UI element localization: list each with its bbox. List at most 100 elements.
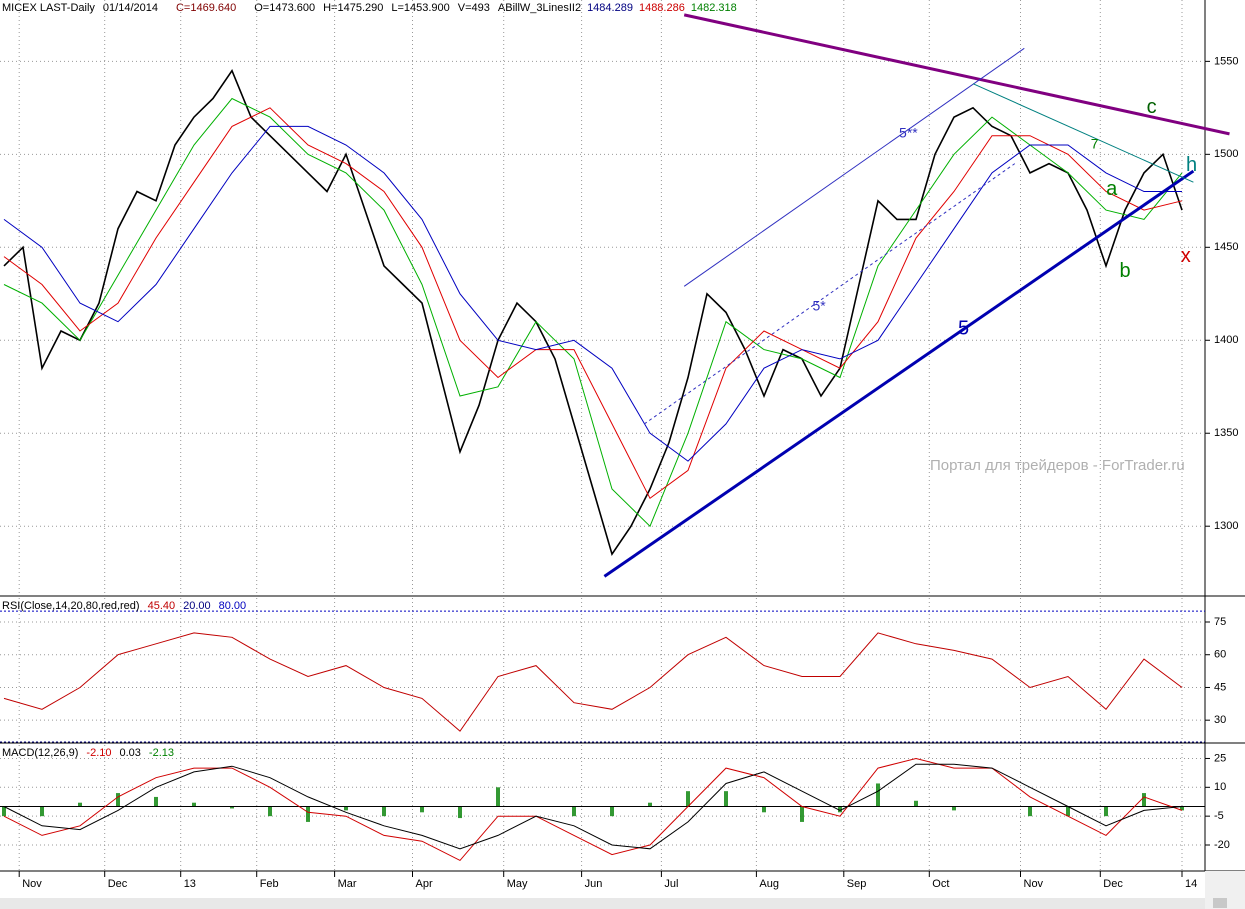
histogram-bar [800, 806, 804, 822]
series-line [3, 125, 1182, 462]
histogram-bar [154, 796, 158, 807]
annotation: c [1147, 96, 1157, 118]
histogram-bar [382, 806, 386, 817]
header-text: 20.00 [183, 600, 211, 612]
annotation: x [1181, 245, 1191, 267]
histogram-bar [914, 800, 918, 807]
histogram-bar [496, 787, 500, 807]
watermark: Портал для трейдеров - ForTrader.ru [930, 457, 1185, 474]
histogram-bar [420, 806, 424, 813]
header-text: H=1475.290 [323, 2, 383, 14]
histogram-bar [1066, 806, 1070, 817]
header-text: L=1453.900 [391, 2, 449, 14]
header-text: RSI(Close,14,20,80,red,red) [2, 600, 140, 612]
header-text: -2.10 [86, 747, 111, 759]
series-line [3, 763, 1183, 850]
series-line [3, 97, 1183, 528]
x-tick-label: Nov [1024, 878, 1044, 890]
histogram-bar [572, 806, 576, 817]
series-line [3, 757, 1183, 862]
header-text: 1482.318 [691, 2, 737, 14]
histogram-bar [1180, 806, 1184, 811]
x-tick-label: Oct [932, 878, 949, 890]
histogram-bar [116, 793, 120, 807]
histogram-bar [458, 806, 462, 819]
header-text: C=1469.640 [176, 2, 236, 14]
histogram-bar [268, 806, 272, 817]
x-tick-label: Nov [22, 878, 42, 890]
x-tick-label: Aug [759, 878, 779, 890]
x-tick-label: May [507, 878, 528, 890]
header-text: O=1473.600 [254, 2, 315, 14]
y-tick-label: 75 [1214, 616, 1226, 628]
x-tick-label: Apr [416, 878, 433, 890]
x-tick-label: Jun [585, 878, 603, 890]
annotation: b [1119, 260, 1130, 282]
y-tick-label: 1550 [1214, 55, 1238, 67]
histogram-bar [1028, 806, 1032, 817]
x-tick-label: 13 [184, 878, 196, 890]
histogram-bar [876, 783, 880, 807]
header-text: 45.40 [148, 600, 176, 612]
y-tick-label: 1500 [1214, 148, 1238, 160]
histogram-bar [686, 791, 690, 807]
histogram-bar [762, 806, 766, 813]
trend-line [683, 13, 1230, 136]
annotation: 7 [1091, 136, 1099, 152]
trend-line [972, 83, 1194, 183]
y-tick-label: 25 [1214, 752, 1226, 764]
header-text: 01/14/2014 [103, 2, 158, 14]
annotation: 5* [812, 298, 826, 314]
header-text: -2.13 [149, 747, 174, 759]
series-line [3, 69, 1183, 556]
header-text: V=493 [458, 2, 490, 14]
annotation: h [1186, 154, 1197, 176]
scrollbar[interactable] [0, 898, 1205, 909]
header-text: 80.00 [219, 600, 247, 612]
histogram-bar [78, 802, 82, 807]
x-tick-label: Dec [1103, 878, 1123, 890]
y-tick-label: 30 [1214, 714, 1226, 726]
y-tick-label: 1400 [1214, 334, 1238, 346]
header-text: 1488.286 [639, 2, 685, 14]
histogram-bar [2, 806, 6, 817]
scroll-button[interactable] [1213, 898, 1227, 908]
histogram-bar [306, 806, 310, 822]
header-text: ABillW_3LinesII2 [498, 2, 581, 14]
histogram-bar [952, 806, 956, 811]
trend-line [683, 47, 1025, 287]
y-tick-label: 10 [1214, 781, 1226, 793]
x-tick-label: 14 [1185, 878, 1197, 890]
annotation: 5 [958, 317, 969, 339]
x-tick-label: Mar [338, 878, 357, 890]
histogram-bar [838, 806, 842, 813]
y-tick-label: 1300 [1214, 520, 1238, 532]
y-tick-label: -20 [1214, 839, 1230, 851]
x-tick-label: Jul [664, 878, 678, 890]
annotation: a [1106, 178, 1118, 200]
histogram-bar [1142, 793, 1146, 807]
header-text: MICEX LAST-Daily [2, 2, 95, 14]
series-line [3, 632, 1183, 732]
y-tick-label: 60 [1214, 649, 1226, 661]
histogram-bar [1104, 806, 1108, 817]
trend-line [603, 169, 1195, 578]
x-tick-label: Feb [260, 878, 279, 890]
y-tick-label: -5 [1214, 810, 1224, 822]
histogram-bar [192, 802, 196, 807]
y-tick-label: 45 [1214, 681, 1226, 693]
y-tick-label: 1350 [1214, 427, 1238, 439]
header-text: 0.03 [120, 747, 141, 759]
header-text: 1484.289 [587, 2, 633, 14]
x-tick-label: Sep [847, 878, 867, 890]
header-text: MACD(12,26,9) [2, 747, 78, 759]
y-tick-label: 1450 [1214, 241, 1238, 253]
x-tick-label: Dec [108, 878, 128, 890]
histogram-bar [610, 806, 614, 817]
histogram-bar [40, 806, 44, 817]
series-line [3, 107, 1183, 500]
histogram-bar [648, 802, 652, 807]
annotation: 5** [899, 125, 918, 141]
